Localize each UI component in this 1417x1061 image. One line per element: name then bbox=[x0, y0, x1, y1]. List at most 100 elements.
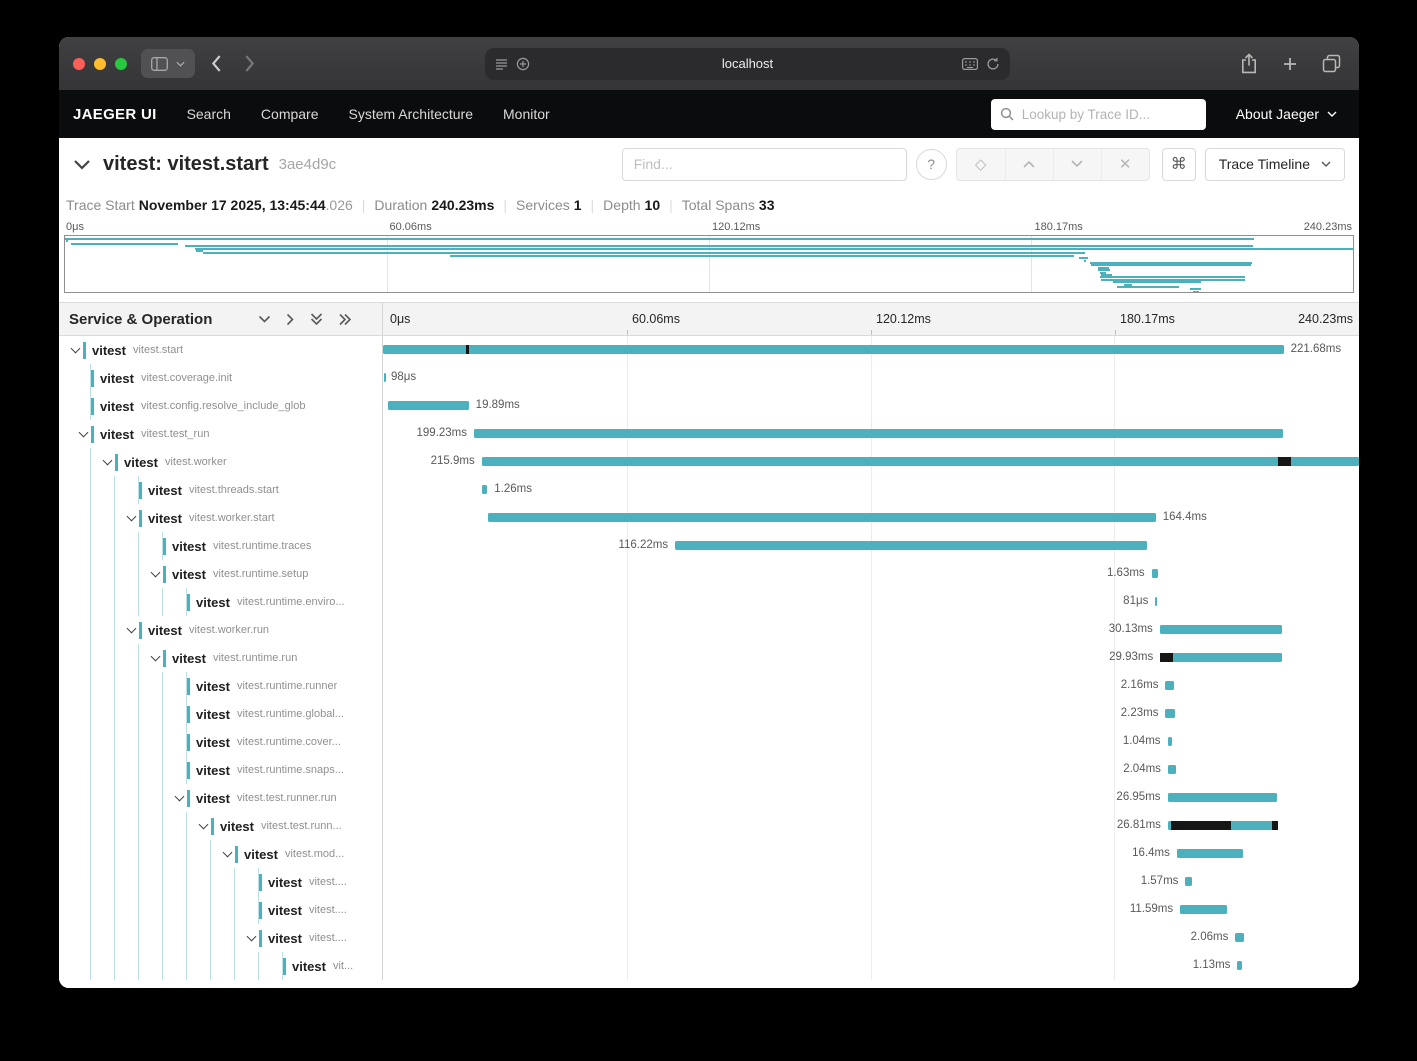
span-row[interactable]: vitest vitest.runtime.enviro... 81μs bbox=[59, 588, 1359, 616]
span-timeline-cell[interactable]: 29.93ms bbox=[383, 644, 1359, 672]
span-bar[interactable] bbox=[383, 373, 386, 382]
span-name-cell[interactable]: vitest vitest.worker.start bbox=[59, 504, 383, 532]
span-row[interactable]: vitest vitest.test.runner.run 26.95ms bbox=[59, 784, 1359, 812]
span-bar[interactable] bbox=[482, 485, 488, 494]
expand-one-icon[interactable] bbox=[286, 313, 295, 326]
span-timeline-cell[interactable]: 2.23ms bbox=[383, 700, 1359, 728]
collapse-one-icon[interactable] bbox=[258, 315, 271, 324]
span-name-cell[interactable]: vitest vitest.coverage.init bbox=[59, 364, 383, 392]
span-bar[interactable] bbox=[474, 429, 1284, 438]
span-row[interactable]: vitest vitest.runtime.runner 2.16ms bbox=[59, 672, 1359, 700]
back-button[interactable] bbox=[211, 55, 222, 72]
span-bar[interactable] bbox=[1235, 933, 1244, 942]
span-bar[interactable] bbox=[487, 513, 1156, 522]
focus-span-icon[interactable]: ◇ bbox=[974, 156, 987, 173]
tab-overview-icon[interactable] bbox=[1322, 54, 1341, 73]
span-row[interactable]: vitest vit... 1.13ms bbox=[59, 952, 1359, 980]
collapse-chevron-icon[interactable] bbox=[171, 796, 187, 800]
collapse-chevron-icon[interactable] bbox=[219, 852, 235, 856]
trace-lookup-input[interactable] bbox=[1019, 105, 1197, 123]
span-bar[interactable] bbox=[1155, 597, 1158, 606]
span-name-cell[interactable]: vitest vitest.runtime.snaps... bbox=[59, 756, 383, 784]
span-name-cell[interactable]: vitest vitest.... bbox=[59, 924, 383, 952]
span-name-cell[interactable]: vitest vitest.config.resolve_include_glob bbox=[59, 392, 383, 420]
span-bar[interactable] bbox=[1165, 709, 1175, 718]
span-timeline-cell[interactable]: 26.81ms bbox=[383, 812, 1359, 840]
collapse-trace-detail-chevron[interactable] bbox=[73, 159, 91, 170]
collapse-chevron-icon[interactable] bbox=[123, 516, 139, 520]
span-row[interactable]: vitest vitest.config.resolve_include_glob… bbox=[59, 392, 1359, 420]
next-result-icon[interactable] bbox=[1052, 148, 1101, 180]
span-timeline-cell[interactable]: 1.13ms bbox=[383, 952, 1359, 980]
collapse-chevron-icon[interactable] bbox=[75, 432, 91, 436]
reader-icon[interactable] bbox=[495, 58, 508, 70]
minimize-window-button[interactable] bbox=[94, 57, 106, 70]
span-name-cell[interactable]: vitest vitest.mod... bbox=[59, 840, 383, 868]
collapse-chevron-icon[interactable] bbox=[99, 460, 115, 464]
span-bar[interactable] bbox=[1151, 569, 1159, 578]
span-timeline-cell[interactable]: 116.22ms bbox=[383, 532, 1359, 560]
collapse-chevron-icon[interactable] bbox=[147, 572, 163, 576]
span-bar[interactable] bbox=[1160, 653, 1282, 662]
span-timeline-cell[interactable]: 16.4ms bbox=[383, 840, 1359, 868]
prev-result-icon[interactable] bbox=[1004, 148, 1053, 180]
reload-icon[interactable] bbox=[986, 57, 1000, 71]
find-input[interactable] bbox=[621, 147, 907, 181]
span-row[interactable]: vitest vitest.mod... 16.4ms bbox=[59, 840, 1359, 868]
span-timeline-cell[interactable]: 11.59ms bbox=[383, 896, 1359, 924]
span-timeline-cell[interactable]: 26.95ms bbox=[383, 784, 1359, 812]
span-name-cell[interactable]: vitest vitest.runtime.cover... bbox=[59, 728, 383, 756]
span-timeline-cell[interactable]: 98μs bbox=[383, 364, 1359, 392]
span-bar[interactable] bbox=[1159, 625, 1283, 634]
minimap-canvas[interactable] bbox=[64, 235, 1354, 293]
share-icon[interactable] bbox=[1240, 53, 1258, 74]
span-row[interactable]: vitest vitest.... 11.59ms bbox=[59, 896, 1359, 924]
span-timeline-cell[interactable]: 1.26ms bbox=[383, 476, 1359, 504]
brand[interactable]: JAEGER UI bbox=[73, 105, 157, 123]
span-row[interactable]: vitest vitest.runtime.run 29.93ms bbox=[59, 644, 1359, 672]
span-name-cell[interactable]: vitest vitest.test.runner.run bbox=[59, 784, 383, 812]
span-row[interactable]: vitest vitest.coverage.init 98μs bbox=[59, 364, 1359, 392]
span-bar[interactable] bbox=[1167, 793, 1277, 802]
collapse-chevron-icon[interactable] bbox=[243, 936, 259, 940]
forward-button[interactable] bbox=[244, 55, 255, 72]
span-name-cell[interactable]: vitest vitest.runtime.setup bbox=[59, 560, 383, 588]
span-row[interactable]: vitest vitest.worker.start 164.4ms bbox=[59, 504, 1359, 532]
span-bar[interactable] bbox=[1237, 961, 1242, 970]
span-name-cell[interactable]: vitest vitest.... bbox=[59, 896, 383, 924]
collapse-all-icon[interactable] bbox=[310, 312, 323, 326]
span-name-cell[interactable]: vitest vitest.threads.start bbox=[59, 476, 383, 504]
span-bar[interactable] bbox=[1180, 905, 1228, 914]
view-type-dropdown[interactable]: Trace Timeline bbox=[1204, 147, 1345, 181]
span-name-cell[interactable]: vitest vitest.worker.run bbox=[59, 616, 383, 644]
clear-search-icon[interactable]: ✕ bbox=[1100, 148, 1149, 180]
span-row[interactable]: vitest vitest.... 1.57ms bbox=[59, 868, 1359, 896]
span-name-cell[interactable]: vitest vitest.runtime.traces bbox=[59, 532, 383, 560]
span-name-cell[interactable]: vitest vit... bbox=[59, 952, 383, 980]
collapse-chevron-icon[interactable] bbox=[147, 656, 163, 660]
nav-system-architecture[interactable]: System Architecture bbox=[348, 106, 474, 122]
keyboard-shortcuts-button[interactable]: ⌘ bbox=[1161, 147, 1196, 181]
span-name-cell[interactable]: vitest vitest.runtime.run bbox=[59, 644, 383, 672]
help-button[interactable]: ? bbox=[915, 148, 947, 180]
span-timeline-cell[interactable]: 221.68ms bbox=[383, 336, 1359, 364]
circle-plus-icon[interactable] bbox=[516, 57, 530, 71]
expand-all-icon[interactable] bbox=[338, 313, 352, 326]
span-name-cell[interactable]: vitest vitest.worker bbox=[59, 448, 383, 476]
span-timeline-cell[interactable]: 2.06ms bbox=[383, 924, 1359, 952]
span-timeline-cell[interactable]: 1.57ms bbox=[383, 868, 1359, 896]
nav-compare[interactable]: Compare bbox=[260, 106, 319, 122]
zoom-window-button[interactable] bbox=[115, 57, 127, 70]
span-row[interactable]: vitest vitest.runtime.global... 2.23ms bbox=[59, 700, 1359, 728]
span-timeline-cell[interactable]: 2.04ms bbox=[383, 756, 1359, 784]
span-row[interactable]: vitest vitest.test.runn... 26.81ms bbox=[59, 812, 1359, 840]
about-jaeger-menu[interactable]: About Jaeger bbox=[1236, 106, 1337, 122]
span-name-cell[interactable]: vitest vitest.runtime.enviro... bbox=[59, 588, 383, 616]
span-bar[interactable] bbox=[1165, 681, 1175, 690]
span-timeline-cell[interactable]: 215.9ms bbox=[383, 448, 1359, 476]
span-row[interactable]: vitest vitest.... 2.06ms bbox=[59, 924, 1359, 952]
span-timeline-cell[interactable]: 1.63ms bbox=[383, 560, 1359, 588]
span-name-cell[interactable]: vitest vitest.runtime.global... bbox=[59, 700, 383, 728]
span-row[interactable]: vitest vitest.threads.start 1.26ms bbox=[59, 476, 1359, 504]
nav-monitor[interactable]: Monitor bbox=[503, 106, 550, 122]
